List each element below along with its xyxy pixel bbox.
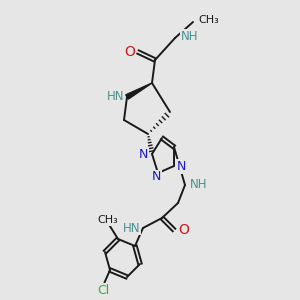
Text: CH₃: CH₃ <box>98 215 118 225</box>
Text: Cl: Cl <box>97 284 109 296</box>
Text: CH₃: CH₃ <box>198 15 219 25</box>
Text: HN: HN <box>106 91 124 103</box>
Text: NH: NH <box>190 178 208 191</box>
Text: N: N <box>139 148 148 161</box>
Text: HN: HN <box>122 221 140 235</box>
Polygon shape <box>126 83 152 99</box>
Text: NH: NH <box>181 29 199 43</box>
Text: O: O <box>124 45 135 59</box>
Text: N: N <box>177 160 186 172</box>
Text: N: N <box>151 170 161 184</box>
Text: O: O <box>178 223 189 237</box>
